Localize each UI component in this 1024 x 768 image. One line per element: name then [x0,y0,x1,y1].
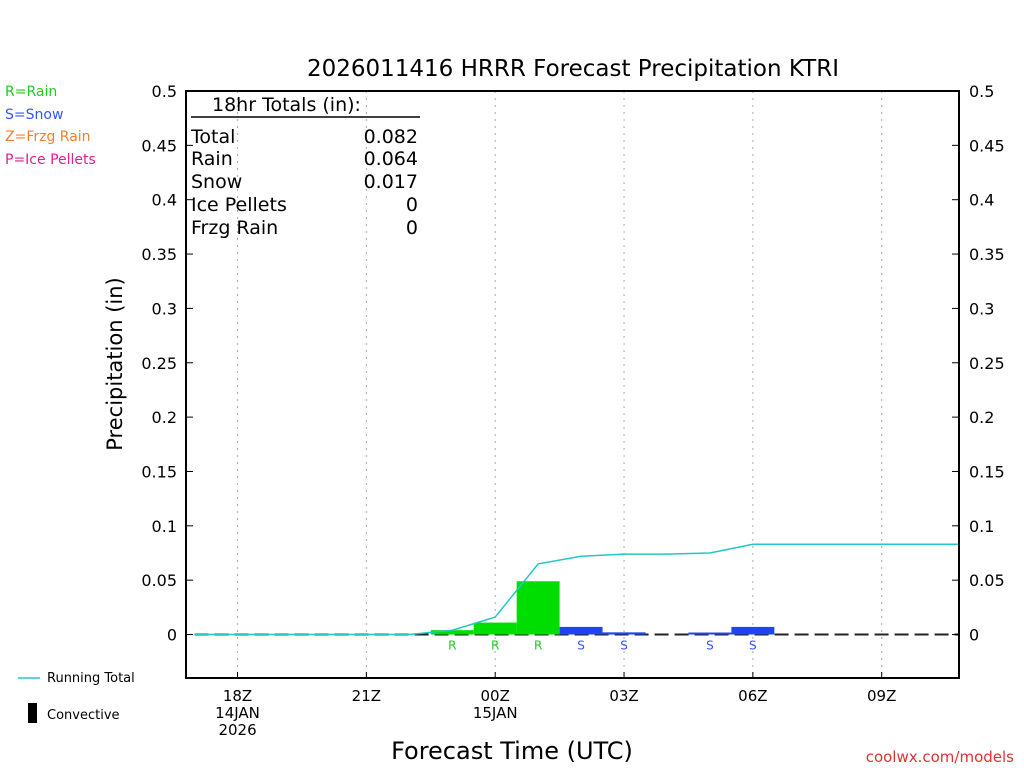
y-tick-label-left: 0.3 [152,299,177,318]
convective-legend-swatch [28,703,37,723]
precip-type-marker: S [749,639,757,653]
precip-type-marker: S [620,639,628,653]
legend-snow: S=Snow [5,107,63,123]
total-label: Total [190,126,235,148]
y-tick-label-left: 0.15 [141,462,177,481]
legend-rain: R=Rain [5,84,57,100]
y-tick-label-right: 0.15 [969,462,1005,481]
ice-pellets-value: 0 [406,194,418,216]
running-total-line [194,543,959,636]
y-tick-label-left: 0 [167,626,177,645]
precip-type-marker: R [491,639,499,653]
y-tick-label-left: 0.5 [152,82,177,101]
running-total-legend-label: Running Total [47,671,135,686]
x-tick-label: 15JAN [473,704,518,722]
x-tick-label: 18Z [223,687,252,705]
ice-pellets-label: Ice Pellets [191,194,287,216]
y-tick-label-left: 0.35 [141,245,177,264]
y-tick-label-left: 0.05 [141,571,177,590]
precip-bar [688,632,732,635]
y-tick-label-left: 0.2 [152,408,177,427]
snow-label: Snow [191,171,242,193]
precip-bar [473,622,517,635]
y-tick-label-right: 0.3 [969,299,994,318]
x-axis-label: Forecast Time (UTC) [391,737,633,765]
totals-heading: 18hr Totals (in): [212,94,361,116]
x-tick-label: 00Z [481,687,510,705]
y-axis-label: Precipitation (in) [103,277,127,450]
x-tick-label: 14JAN [215,704,260,722]
y-tick-label-left: 0.25 [141,354,177,373]
y-tick-label-right: 0 [969,626,979,645]
y-tick-label-right: 0.25 [969,354,1005,373]
legend-frzg-rain: Z=Frzg Rain [5,129,91,145]
rain-label: Rain [191,148,233,170]
x-tick-label: 03Z [609,687,638,705]
bars [194,581,959,636]
y-tick-label-left: 0.45 [141,136,177,155]
y-tick-label-right: 0.05 [969,571,1005,590]
y-tick-label-right: 0.35 [969,245,1005,264]
x-tick-label: 21Z [352,687,381,705]
precip-type-marker: R [534,639,542,653]
running-total-layer [194,543,959,636]
precip-type-marker: S [706,639,714,653]
precip-bar [602,632,646,635]
y-tick-label-right: 0.2 [969,408,994,427]
y-tick-label-right: 0.4 [969,191,994,210]
y-ticks: 0 00.05 0.050.1 0.10.15 0.150.2 0.20.25 0.250.… [141,82,1004,645]
precip-type-marker: R [448,639,456,653]
precip-bar [731,626,775,635]
x-tick-label: 2026 [218,721,256,739]
y-tick-label-right: 0.45 [969,136,1005,155]
y-tick-label-left: 0.1 [152,517,177,536]
legend-ice-pellets: P=Ice Pellets [5,152,96,168]
frzg-rain-value: 0 [406,217,418,239]
watermark: coolwx.com/models [866,748,1014,766]
precip-bar [430,630,474,635]
y-tick-label-right: 0.5 [969,82,994,101]
rain-value: 0.064 [364,148,418,170]
convective-legend-label: Convective [47,708,120,723]
x-tick-label: 06Z [738,687,767,705]
total-value: 0.082 [364,126,418,148]
totals-box: 18hr Totals (in): Total 0.082 Rain 0.064… [190,94,420,239]
snow-value: 0.017 [364,171,418,193]
x-tick-label: 09Z [867,687,896,705]
chart-title: 2026011416 HRRR Forecast Precipitation K… [307,56,839,82]
precip-type-marker: S [577,639,585,653]
frzg-rain-label: Frzg Rain [191,217,278,239]
y-tick-label-right: 0.1 [969,517,994,536]
y-tick-label-left: 0.4 [152,191,177,210]
precip-bar [559,626,603,635]
plot-frame [185,90,960,679]
precip-bar [516,581,560,635]
